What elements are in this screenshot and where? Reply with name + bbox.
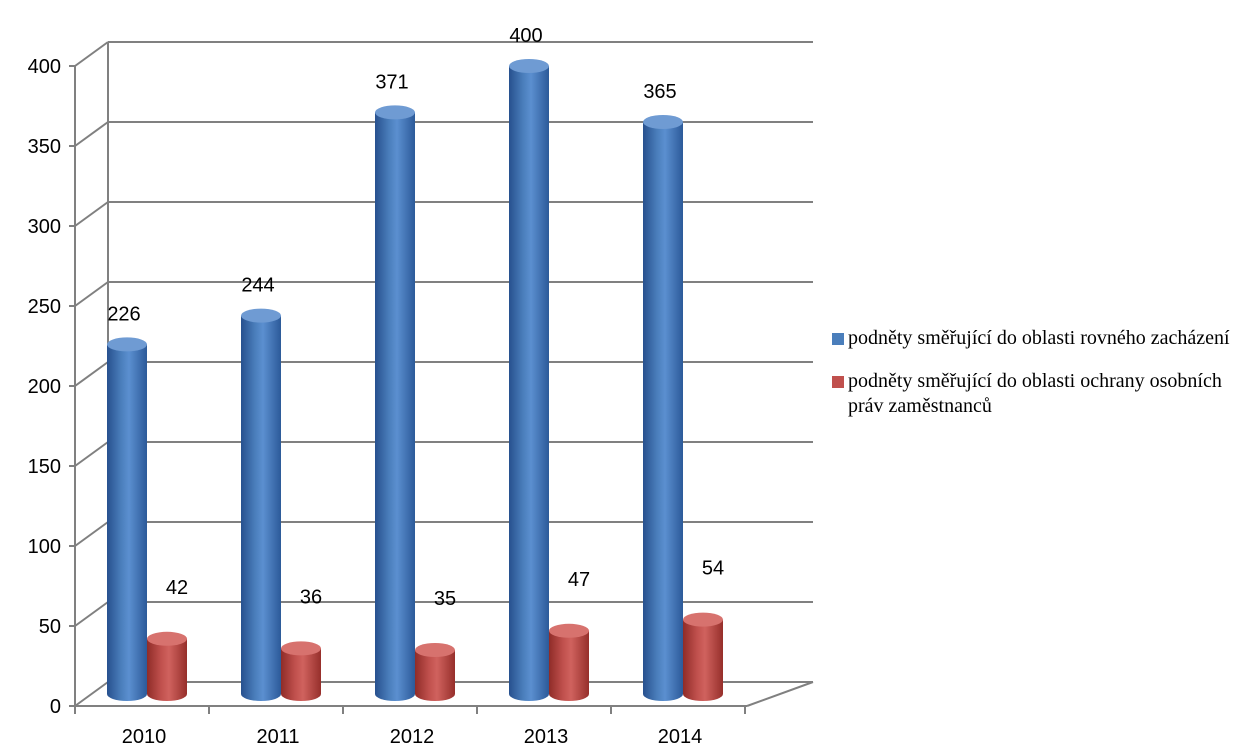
bar-red-2011 <box>281 648 321 701</box>
gridline-side <box>74 521 109 547</box>
data-label-1-2011: 36 <box>300 586 322 608</box>
bar-top-1-2010 <box>147 631 187 646</box>
x-tick-label: 2013 <box>524 726 569 747</box>
gridline-side <box>74 121 109 147</box>
gridline-side <box>74 441 109 467</box>
y-tick-label: 250 <box>28 296 61 318</box>
legend-label-series-1: podněty směřující do oblasti rovného zac… <box>848 327 1230 349</box>
legend-item-series-1: podněty směřující do oblasti rovného zac… <box>832 326 1237 351</box>
y-tick-label: 100 <box>28 536 61 558</box>
bar-blue-2012 <box>375 112 415 701</box>
gridline-side <box>74 281 109 307</box>
bar-top-0-2013 <box>509 59 549 73</box>
data-label-1-2010: 42 <box>166 577 188 599</box>
data-label-0-2011: 244 <box>241 275 274 297</box>
y-tick-label: 350 <box>28 136 61 158</box>
x-tick-label: 2010 <box>122 726 167 747</box>
x-tick-label: 2012 <box>390 726 435 747</box>
bar-top-1-2013 <box>549 623 589 638</box>
data-label-1-2012: 35 <box>434 588 456 610</box>
bar-blue-2011 <box>241 315 281 701</box>
bar-red-2013 <box>549 630 589 701</box>
y-tick-label: 150 <box>28 456 61 478</box>
bar-top-0-2011 <box>241 308 281 323</box>
data-label-0-2010: 226 <box>107 303 140 325</box>
bar-top-0-2014 <box>643 115 683 129</box>
legend-swatch-series-1 <box>832 333 844 345</box>
bar-top-0-2010 <box>107 337 147 352</box>
gridline-side <box>74 601 109 627</box>
legend-label-series-2: podněty směřující do oblasti ochrany oso… <box>848 370 1222 417</box>
data-label-0-2014: 365 <box>643 81 676 103</box>
x-tick-label: 2011 <box>256 726 299 747</box>
y-tick-label: 50 <box>39 616 61 638</box>
data-label-0-2012: 371 <box>375 71 408 93</box>
bar-top-1-2014 <box>683 612 723 627</box>
y-tick-label: 300 <box>28 216 61 238</box>
bar-top-1-2011 <box>281 641 321 656</box>
gridline-side <box>74 681 109 707</box>
legend-item-series-2: podněty směřující do oblasti ochrany oso… <box>832 369 1237 419</box>
bar-blue-2013 <box>509 66 549 701</box>
data-label-1-2013: 47 <box>568 569 590 591</box>
floor-edge <box>746 681 814 707</box>
legend-swatch-series-2 <box>832 376 844 388</box>
bar-top-0-2012 <box>375 105 415 120</box>
y-tick-label: 400 <box>28 56 61 78</box>
data-label-0-2013: 400 <box>509 25 542 47</box>
bar-blue-2010 <box>107 344 147 701</box>
x-tick-label: 2014 <box>658 726 703 747</box>
bar-top-1-2012 <box>415 643 455 657</box>
gridline-side <box>74 361 109 387</box>
gridline-side <box>74 201 109 227</box>
bar-red-2014 <box>683 619 723 701</box>
y-tick-label: 200 <box>28 376 61 398</box>
bar-blue-2014 <box>643 122 683 701</box>
y-tick-label: 0 <box>50 696 61 718</box>
gridline-side <box>74 41 109 67</box>
data-label-1-2014: 54 <box>702 558 724 580</box>
legend: podněty směřující do oblasti rovného zac… <box>832 326 1237 437</box>
bar-red-2012 <box>415 650 455 701</box>
bar-red-2010 <box>147 638 187 701</box>
